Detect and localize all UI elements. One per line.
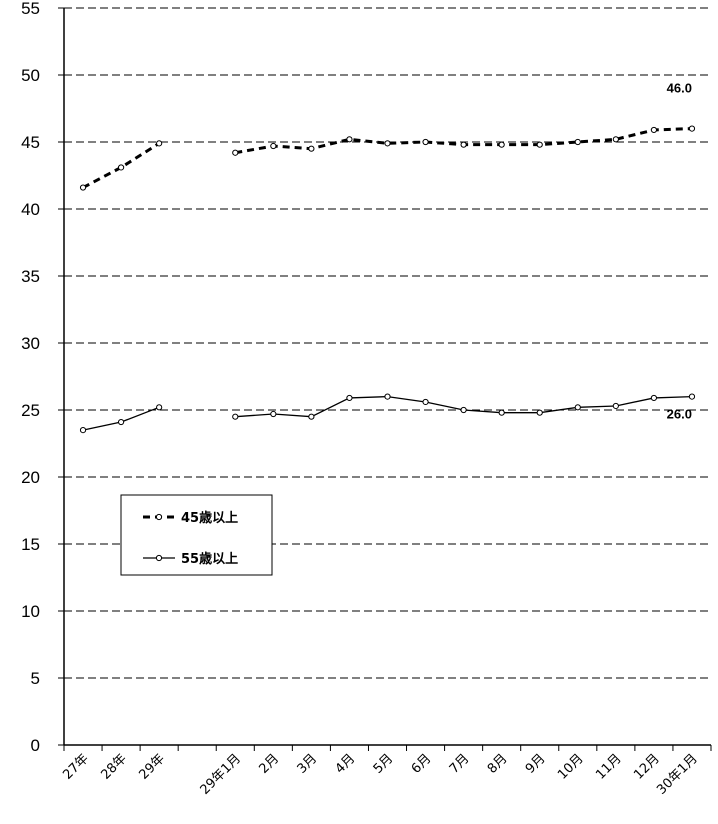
x-tick-label: 2月	[256, 751, 282, 777]
legend: 45歳以上 55歳以上	[120, 494, 273, 576]
data-point-1	[612, 402, 619, 410]
y-tick-label: 20	[21, 468, 40, 487]
x-tick-label: 29年1月	[198, 751, 245, 798]
data-point-0	[536, 141, 543, 148]
series-line-0	[235, 127, 693, 155]
legend-label-55: 55歳以上	[181, 551, 238, 567]
x-tick-label: 30年1月	[654, 751, 701, 798]
data-point-1	[650, 394, 658, 402]
y-tick-label: 5	[31, 669, 40, 688]
x-tick-label: 28年	[98, 751, 129, 782]
data-point-0	[612, 136, 619, 143]
data-point-0	[270, 142, 277, 150]
y-tick-label: 40	[21, 200, 40, 219]
y-tick-label: 0	[31, 736, 40, 755]
data-point-0	[346, 136, 353, 143]
data-point-1	[346, 394, 353, 402]
series-line-1	[82, 406, 160, 431]
data-point-1	[270, 410, 277, 418]
data-point-0	[308, 145, 315, 152]
data-labels: 46.0 26.0	[667, 81, 692, 422]
x-tick-label: 4月	[333, 751, 359, 777]
data-point-0	[117, 164, 125, 171]
data-point-1	[79, 427, 87, 434]
x-tick-label: 5月	[371, 751, 397, 777]
series-line-1	[235, 395, 692, 418]
data-point-1	[232, 413, 239, 420]
x-tick-label: 11月	[593, 751, 624, 782]
legend-label-45: 45歳以上	[181, 510, 238, 526]
series-line-0	[82, 142, 160, 189]
x-tick-label: 6月	[409, 751, 435, 777]
data-point-1	[308, 413, 315, 420]
y-tick-label: 55	[21, 0, 40, 18]
data-point-1	[498, 409, 505, 416]
x-tick-label: 29年	[136, 751, 167, 782]
data-point-0	[422, 138, 429, 146]
data-point-1	[688, 393, 696, 400]
data-point-1	[422, 398, 429, 406]
x-tick-label: 27年	[60, 751, 91, 782]
y-tick-label: 30	[21, 334, 40, 353]
x-tick-label: 7月	[447, 751, 473, 777]
gridlines	[64, 7, 711, 679]
data-point-0	[232, 149, 239, 156]
data-label: 46.0	[667, 81, 692, 96]
data-point-1	[156, 404, 163, 411]
data-point-1	[117, 418, 125, 426]
data-label: 26.0	[667, 407, 692, 422]
legend-marker-45	[155, 513, 163, 521]
y-tick-label: 45	[21, 133, 40, 152]
data-point-1	[460, 406, 467, 414]
data-point-0	[574, 138, 581, 146]
data-point-0	[384, 140, 391, 147]
x-tick-label: 8月	[485, 751, 511, 777]
x-tick-label: 9月	[523, 751, 549, 777]
data-point-0	[498, 141, 505, 148]
legend-marker-55	[155, 554, 163, 562]
x-tick-label: 10月	[555, 751, 586, 782]
data-point-1	[574, 404, 581, 411]
y-tick-label: 15	[21, 535, 40, 554]
data-point-1	[384, 393, 391, 400]
y-tick-label: 25	[21, 401, 40, 420]
x-tick-label: 3月	[295, 751, 321, 777]
data-point-1	[536, 409, 543, 416]
legend-box	[120, 494, 273, 576]
y-tick-label: 50	[21, 66, 40, 85]
data-point-0	[688, 125, 696, 132]
y-tick-label: 35	[21, 267, 40, 286]
data-point-0	[460, 141, 467, 148]
data-point-0	[156, 140, 163, 147]
x-tick-label: 12月	[631, 751, 662, 782]
data-point-0	[79, 184, 87, 191]
series-lines	[79, 125, 696, 434]
y-tick-label: 10	[21, 602, 40, 621]
data-point-0	[650, 126, 658, 134]
